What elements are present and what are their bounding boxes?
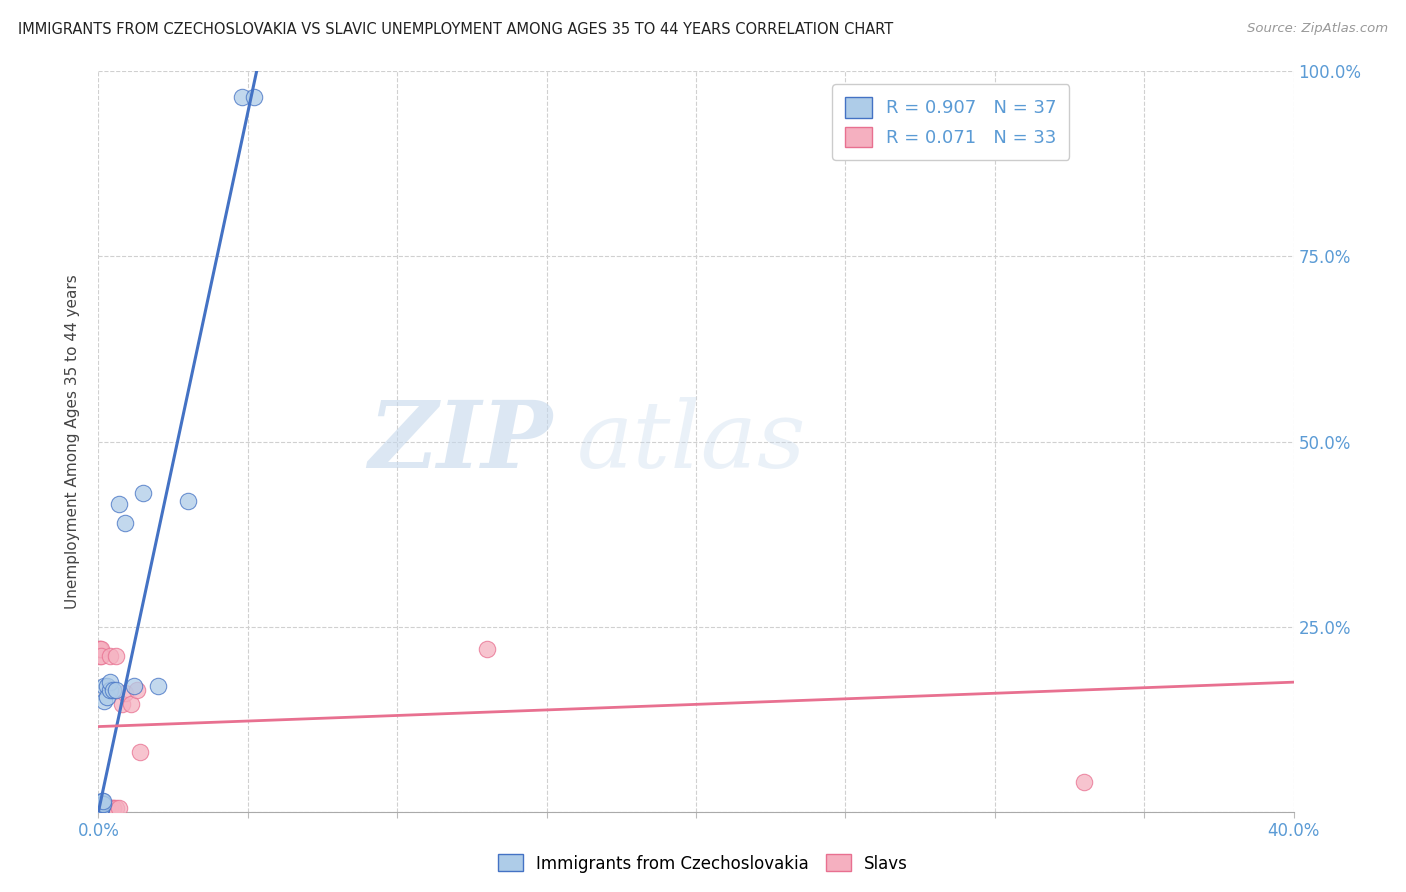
Point xyxy=(243,89,266,103)
Point xyxy=(108,801,131,815)
Point xyxy=(98,801,122,815)
Point xyxy=(91,801,114,815)
Point xyxy=(89,801,111,815)
Point xyxy=(91,794,114,808)
Point xyxy=(103,801,125,815)
Point xyxy=(90,649,112,664)
Point xyxy=(87,801,110,815)
Point xyxy=(98,675,122,690)
Point xyxy=(103,682,125,697)
Point xyxy=(87,801,110,815)
Point xyxy=(89,649,111,664)
Point xyxy=(96,679,118,693)
Point xyxy=(129,746,152,760)
Point xyxy=(148,679,170,693)
Point xyxy=(90,801,112,815)
Point xyxy=(96,801,118,815)
Point xyxy=(90,797,112,812)
Text: IMMIGRANTS FROM CZECHOSLOVAKIA VS SLAVIC UNEMPLOYMENT AMONG AGES 35 TO 44 YEARS : IMMIGRANTS FROM CZECHOSLOVAKIA VS SLAVIC… xyxy=(18,22,894,37)
Point xyxy=(89,801,111,815)
Point xyxy=(93,679,115,693)
Point xyxy=(89,641,111,656)
Point xyxy=(89,801,111,815)
Point xyxy=(111,698,134,712)
Point xyxy=(89,801,111,815)
Point xyxy=(89,801,111,815)
Legend: Immigrants from Czechoslovakia, Slavs: Immigrants from Czechoslovakia, Slavs xyxy=(491,847,915,880)
Point xyxy=(105,649,128,664)
Point xyxy=(90,801,112,815)
Point xyxy=(89,801,111,815)
Point xyxy=(89,801,111,815)
Point xyxy=(124,679,146,693)
Text: ZIP: ZIP xyxy=(368,397,553,486)
Point xyxy=(90,799,112,814)
Point xyxy=(98,682,122,697)
Point xyxy=(105,682,128,697)
Point xyxy=(114,516,136,530)
Point xyxy=(91,797,114,812)
Point xyxy=(89,801,111,815)
Point xyxy=(89,801,111,815)
Point xyxy=(89,641,111,656)
Point xyxy=(89,801,111,815)
Point xyxy=(127,682,149,697)
Point xyxy=(475,641,498,656)
Point xyxy=(89,801,111,815)
Point xyxy=(91,794,114,808)
Point xyxy=(105,801,128,815)
Point xyxy=(91,796,114,810)
Point xyxy=(89,801,111,815)
Point xyxy=(96,801,118,815)
Point xyxy=(93,694,115,708)
Point xyxy=(103,801,125,815)
Text: Source: ZipAtlas.com: Source: ZipAtlas.com xyxy=(1247,22,1388,36)
Point xyxy=(89,801,111,815)
Point xyxy=(98,649,122,664)
Point xyxy=(89,641,111,656)
Point xyxy=(177,493,200,508)
Point xyxy=(93,801,115,815)
Point xyxy=(91,801,114,815)
Legend: R = 0.907   N = 37, R = 0.071   N = 33: R = 0.907 N = 37, R = 0.071 N = 33 xyxy=(832,84,1070,160)
Point xyxy=(89,801,111,815)
Point xyxy=(120,698,142,712)
Point xyxy=(89,800,111,814)
Point xyxy=(90,801,112,815)
Point xyxy=(90,801,112,815)
Point xyxy=(96,690,118,704)
Point xyxy=(108,498,131,512)
Point xyxy=(93,801,115,815)
Point xyxy=(114,686,136,700)
Point xyxy=(231,89,253,103)
Point xyxy=(1073,775,1095,789)
Text: atlas: atlas xyxy=(576,397,806,486)
Point xyxy=(90,801,112,815)
Y-axis label: Unemployment Among Ages 35 to 44 years: Unemployment Among Ages 35 to 44 years xyxy=(65,274,80,609)
Point xyxy=(132,486,155,500)
Point xyxy=(90,801,112,815)
